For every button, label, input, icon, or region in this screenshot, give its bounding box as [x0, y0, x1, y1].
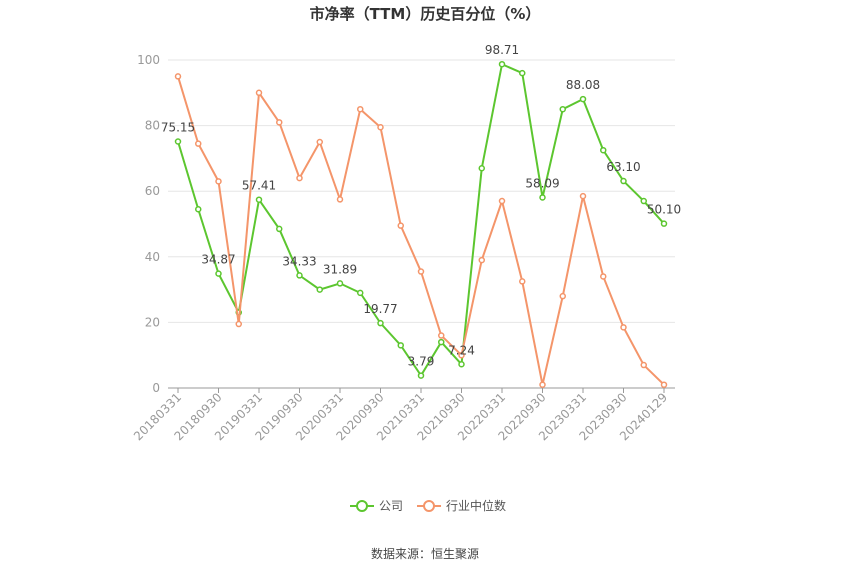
y-tick-label: 80 — [145, 119, 160, 133]
y-tick-label: 40 — [145, 250, 160, 264]
point — [417, 372, 425, 379]
point — [458, 361, 465, 368]
value-label: 88.08 — [566, 78, 600, 92]
point — [660, 381, 668, 388]
point — [377, 123, 384, 131]
point — [195, 205, 202, 213]
point — [478, 164, 485, 172]
point — [417, 268, 425, 275]
legend-label: 公司 — [379, 499, 403, 513]
source-note: 数据来源：恒生聚源 — [371, 546, 479, 561]
grid — [168, 59, 675, 389]
point — [579, 95, 587, 103]
point — [600, 146, 607, 154]
point — [235, 320, 242, 328]
value-label: 98.71 — [485, 43, 519, 57]
point — [438, 332, 445, 339]
value-label: 31.89 — [323, 262, 357, 276]
chart-title: 市净率（TTM）历史百分位（%） — [310, 5, 541, 23]
point — [174, 138, 182, 145]
point — [357, 289, 364, 297]
point — [559, 105, 566, 113]
point — [276, 225, 283, 233]
point — [316, 286, 323, 293]
point — [660, 220, 668, 227]
value-label: 7.24 — [448, 343, 475, 357]
legend-marker — [356, 500, 368, 512]
value-label: 19.77 — [363, 302, 397, 316]
point — [195, 140, 202, 147]
value-label: 34.87 — [201, 253, 235, 267]
legend-marker — [423, 500, 436, 512]
axes: 0204060801002018033120180930201903312019… — [131, 53, 675, 443]
point — [336, 196, 344, 203]
legend: 公司 行业中位数 — [350, 498, 506, 513]
value-label: 3.79 — [408, 355, 435, 369]
point — [255, 196, 263, 203]
point — [438, 338, 445, 346]
value-label: 58.09 — [525, 176, 559, 190]
value-label: 75.15 — [161, 121, 195, 135]
point — [276, 119, 283, 126]
point — [296, 272, 303, 279]
y-tick-label: 0 — [152, 381, 160, 395]
point — [620, 177, 627, 185]
y-tick-label: 20 — [145, 315, 160, 329]
point — [397, 342, 404, 349]
point — [458, 351, 465, 359]
point — [579, 192, 587, 200]
point — [519, 69, 526, 77]
point — [397, 222, 404, 229]
y-tick-label: 100 — [137, 53, 160, 67]
value-label: 34.33 — [282, 254, 316, 268]
series-line — [177, 76, 665, 386]
point — [296, 174, 303, 182]
point — [539, 194, 546, 201]
point — [559, 292, 566, 300]
point — [498, 197, 506, 205]
point — [640, 197, 647, 205]
lines: 75.15 34.87 57.41 34.33 31.89 19.77 3.79 7.24 98… — [161, 43, 681, 388]
series-line — [177, 62, 665, 378]
point — [174, 73, 182, 80]
legend-label: 行业中位数 — [446, 498, 506, 513]
point — [215, 270, 222, 277]
point — [478, 256, 485, 264]
point — [498, 60, 506, 68]
point — [377, 319, 384, 327]
point — [640, 361, 647, 369]
point — [255, 89, 263, 97]
point — [316, 138, 323, 146]
point — [620, 324, 627, 331]
point — [600, 273, 607, 280]
y-tick-label: 60 — [145, 184, 160, 198]
value-label: 57.41 — [242, 179, 276, 193]
point — [519, 278, 526, 285]
value-label: 50.10 — [647, 203, 681, 217]
point — [539, 381, 546, 388]
value-label: 63.10 — [606, 160, 640, 174]
point — [336, 280, 344, 287]
point — [357, 105, 364, 113]
point — [215, 178, 222, 185]
